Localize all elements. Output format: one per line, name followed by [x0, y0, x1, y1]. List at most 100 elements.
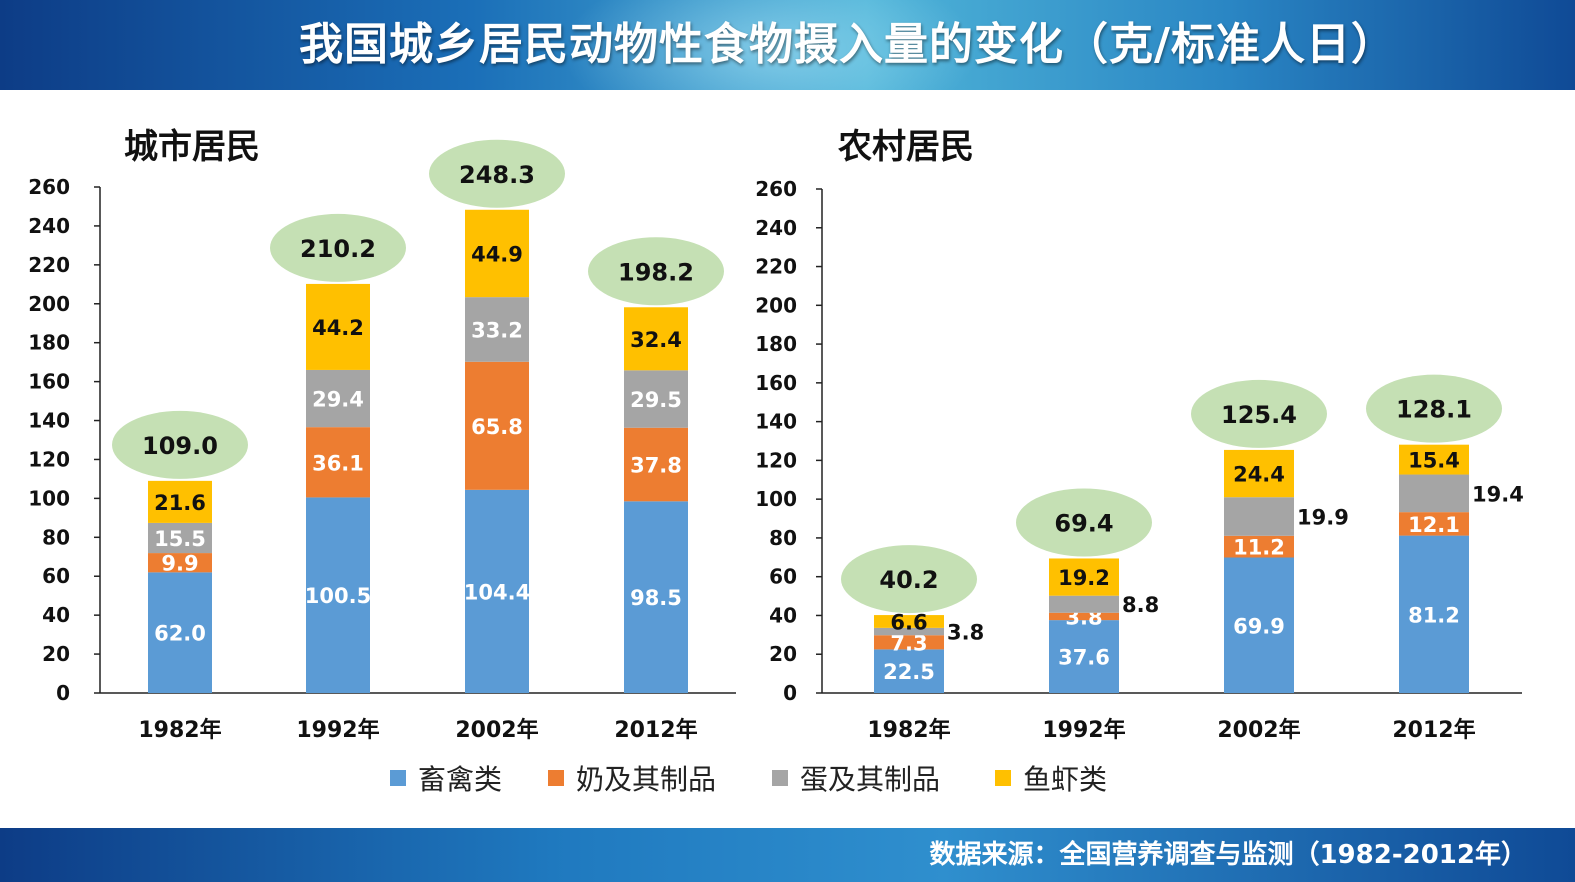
y-tick-label: 260 — [755, 177, 797, 201]
y-tick-label: 160 — [28, 370, 70, 394]
x-category-label: 2002年 — [1217, 717, 1300, 743]
y-tick-label: 80 — [769, 526, 797, 550]
bar-segment — [306, 369, 370, 428]
y-tick-label: 120 — [755, 448, 797, 472]
segment-value-label: 11.2 — [1233, 536, 1285, 560]
segment-value-label: 15.4 — [1408, 449, 1460, 473]
banner-highlight — [560, 0, 980, 90]
bar-segment — [1399, 535, 1469, 693]
segment-value-label: 44.9 — [471, 242, 523, 266]
bar-segment — [1399, 512, 1469, 536]
y-tick-label: 200 — [28, 292, 70, 316]
bar-segment — [874, 615, 944, 628]
x-category-label: 1982年 — [867, 717, 950, 743]
x-category-label: 2012年 — [614, 717, 697, 743]
footer-bar: 数据来源：全国营养调查与监测（1982-2012年） — [0, 828, 1575, 882]
total-value-label: 109.0 — [142, 432, 218, 460]
segment-value-label: 81.2 — [1408, 603, 1460, 627]
bar-segment — [465, 361, 529, 490]
bar-segment — [1224, 497, 1294, 536]
legend: 畜禽类 奶及其制品 蛋及其制品 鱼虾类 — [390, 763, 1107, 796]
y-tick-label: 240 — [28, 214, 70, 238]
segment-value-label: 21.6 — [154, 491, 206, 515]
segment-value-label: 19.9 — [1297, 506, 1349, 530]
y-tick-label: 0 — [783, 681, 797, 705]
total-value-label: 40.2 — [879, 566, 938, 594]
y-tick-label: 240 — [755, 216, 797, 240]
bar-segment — [1399, 474, 1469, 513]
segment-value-label: 19.2 — [1058, 566, 1110, 590]
data-source: 数据来源：全国营养调查与监测（1982-2012年） — [929, 840, 1527, 870]
y-tick-label: 260 — [28, 175, 70, 199]
y-tick-label: 100 — [755, 487, 797, 511]
chart-title: 农村居民 — [838, 127, 974, 167]
total-value-label: 248.3 — [459, 161, 535, 189]
bar-segment — [306, 283, 370, 370]
total-value-label: 198.2 — [618, 258, 694, 286]
segment-value-label: 6.6 — [890, 610, 927, 634]
y-tick-label: 200 — [755, 293, 797, 317]
bar-segment — [1049, 620, 1119, 693]
total-value-label: 69.4 — [1054, 509, 1113, 537]
segment-value-label: 8.8 — [1122, 593, 1159, 617]
y-tick-label: 100 — [28, 486, 70, 510]
bar-segment — [1224, 535, 1294, 558]
y-tick-label: 0 — [56, 681, 70, 705]
total-bubble — [1016, 488, 1152, 557]
y-tick-label: 60 — [42, 564, 70, 588]
segment-value-label: 32.4 — [630, 328, 682, 352]
bar-segment — [1224, 557, 1294, 693]
legend-label: 奶及其制品 — [576, 763, 716, 796]
bar-segment — [624, 370, 688, 428]
bar-segment — [148, 480, 212, 523]
legend-swatch — [772, 770, 788, 786]
urban-chart: 城市居民 0 20 40 60 80 100 120 140 160 180 200 220 240 260… — [28, 127, 736, 743]
segment-value-label: 29.5 — [630, 388, 682, 412]
y-tick-label: 40 — [42, 603, 70, 627]
total-value-label: 125.4 — [1221, 401, 1297, 429]
segment-value-label: 33.2 — [471, 318, 523, 342]
y-tick-label: 140 — [755, 410, 797, 434]
legend-label: 蛋及其制品 — [800, 763, 940, 796]
segment-value-label: 19.4 — [1472, 482, 1524, 506]
y-tick-label: 80 — [42, 525, 70, 549]
bar-segment — [874, 635, 944, 650]
y-tick-label: 160 — [755, 371, 797, 395]
bar-segment — [148, 522, 212, 554]
segment-value-label: 36.1 — [312, 451, 364, 475]
total-value-label: 210.2 — [300, 235, 376, 263]
segment-value-label: 9.9 — [161, 552, 198, 576]
x-category-label: 2002年 — [455, 717, 538, 743]
bar-segment — [624, 307, 688, 371]
total-bubble — [588, 237, 724, 306]
rural-chart: 农村居民 0 20 40 60 80 100 120 140 160 180 200 220 240 260… — [755, 127, 1524, 743]
bar-segment — [874, 649, 944, 693]
legend-swatch — [548, 770, 564, 786]
total-bubble — [112, 410, 248, 479]
total-value-label: 128.1 — [1396, 396, 1472, 424]
total-bubble — [1191, 379, 1327, 448]
bar-segment — [624, 427, 688, 502]
bar-segment — [148, 572, 212, 693]
y-tick-label: 120 — [28, 447, 70, 471]
bar-segment — [1049, 558, 1119, 596]
segment-value-label: 98.5 — [630, 586, 682, 610]
bar-segment — [624, 501, 688, 693]
legend-swatch — [390, 770, 406, 786]
segment-value-label: 24.4 — [1233, 463, 1285, 487]
bar-segment — [874, 627, 944, 636]
y-tick-label: 180 — [28, 331, 70, 355]
total-bubble — [841, 545, 977, 614]
segment-value-label: 37.6 — [1058, 646, 1110, 670]
bar-segment — [306, 427, 370, 498]
legend-label: 鱼虾类 — [1023, 763, 1107, 796]
bar-segment — [1049, 595, 1119, 613]
y-tick-label: 220 — [28, 253, 70, 277]
bar-segment — [1049, 612, 1119, 621]
x-category-label: 1992年 — [296, 717, 379, 743]
page-title: 我国城乡居民动物性食物摄入量的变化（克/标准人日） — [298, 19, 1397, 70]
bar-segment — [1399, 444, 1469, 475]
segment-value-label: 7.3 — [890, 631, 927, 655]
segment-value-label: 22.5 — [883, 660, 935, 684]
y-tick-label: 60 — [769, 565, 797, 589]
